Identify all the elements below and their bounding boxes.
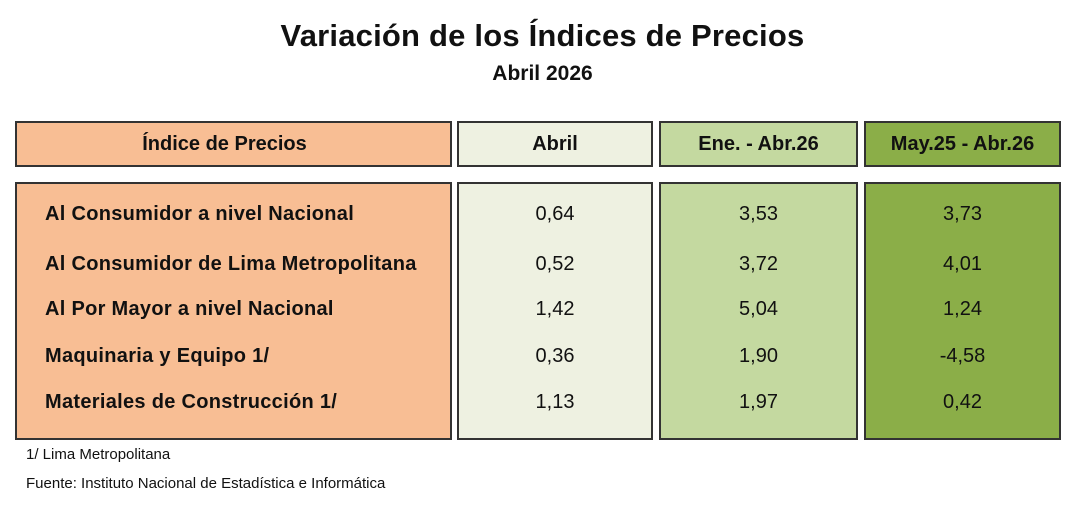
table-cell: 3,73 bbox=[943, 203, 982, 225]
header-label: Índice de Precios bbox=[142, 132, 307, 155]
table-cell: 1,90 bbox=[739, 345, 778, 367]
table-cell: -4,58 bbox=[939, 345, 986, 367]
footnote: 1/ Lima Metropolitana bbox=[26, 446, 171, 463]
body-column-abril: 0,64 0,52 1,42 0,36 1,13 bbox=[457, 182, 653, 440]
table-cell: 1,97 bbox=[739, 391, 778, 413]
header-label: Abril bbox=[532, 132, 578, 155]
table-cell: 1,13 bbox=[535, 391, 575, 413]
page-subtitle: Abril 2026 bbox=[492, 62, 593, 85]
table-cell: 1,24 bbox=[943, 298, 982, 320]
row-label: Materiales de Construcción 1/ bbox=[45, 391, 338, 413]
header-may-abr: May.25 - Abr.26 bbox=[864, 121, 1061, 167]
body-column-may-abr: 3,73 4,01 1,24 -4,58 0,42 bbox=[864, 182, 1061, 440]
header-ene-abr: Ene. - Abr.26 bbox=[659, 121, 858, 167]
table-cell: 0,52 bbox=[535, 253, 575, 275]
body-column-indice: Al Consumidor a nivel Nacional Al Consumi… bbox=[15, 182, 452, 440]
table-cell: 0,36 bbox=[535, 345, 575, 367]
body-column-ene-abr: 3,53 3,72 5,04 1,90 1,97 bbox=[659, 182, 858, 440]
row-label: Al Por Mayor a nivel Nacional bbox=[45, 298, 334, 320]
page-title: Variación de los Índices de Precios bbox=[280, 18, 805, 53]
header-indice-de-precios: Índice de Precios bbox=[15, 121, 452, 167]
table-cell: 3,53 bbox=[739, 203, 778, 225]
table-cell: 1,42 bbox=[535, 298, 575, 320]
header-label: Ene. - Abr.26 bbox=[698, 132, 819, 155]
table-cell: 3,72 bbox=[739, 253, 778, 275]
header-label: May.25 - Abr.26 bbox=[890, 132, 1035, 155]
header-abril: Abril bbox=[457, 121, 653, 167]
row-label: Al Consumidor de Lima Metropolitana bbox=[45, 253, 417, 275]
table-cell: 0,64 bbox=[535, 203, 575, 225]
table-cell: 4,01 bbox=[943, 253, 982, 275]
table-cell: 5,04 bbox=[739, 298, 778, 320]
table-cell: 0,42 bbox=[943, 391, 982, 413]
row-label: Al Consumidor a nivel Nacional bbox=[45, 203, 355, 225]
source-note: Fuente: Instituto Nacional de Estadístic… bbox=[26, 475, 386, 492]
row-label: Maquinaria y Equipo 1/ bbox=[45, 345, 270, 367]
